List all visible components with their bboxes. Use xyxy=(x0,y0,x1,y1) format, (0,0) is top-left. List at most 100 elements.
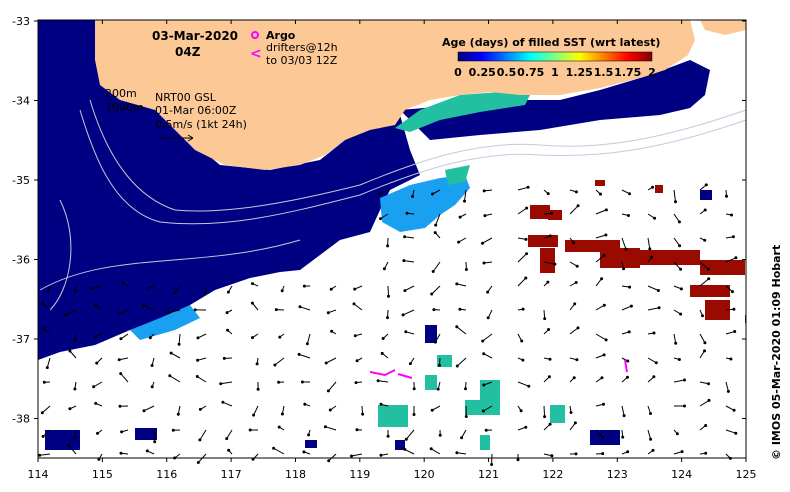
current-arrow xyxy=(595,278,602,287)
current-arrow-head xyxy=(330,329,334,333)
drifter-tracks xyxy=(369,359,628,379)
current-arrow-head xyxy=(411,195,414,198)
current-arrow xyxy=(42,327,51,335)
current-arrow xyxy=(351,453,363,457)
current-arrow-head xyxy=(226,290,230,294)
current-arrow-head xyxy=(704,451,708,455)
blue-blob xyxy=(425,325,437,343)
current-arrow-head xyxy=(574,452,578,456)
teal-blob xyxy=(378,405,408,427)
current-arrow-head xyxy=(573,302,577,306)
current-arrow-head xyxy=(177,342,181,346)
current-arrow-head xyxy=(379,453,383,457)
current-arrow-head xyxy=(628,192,631,196)
current-arrow-head xyxy=(68,349,72,353)
current-arrow-head xyxy=(117,358,121,362)
current-arrow xyxy=(378,380,389,383)
red-patch xyxy=(530,205,550,219)
current-arrow-head xyxy=(328,408,332,412)
contour-line xyxy=(49,199,72,311)
drifter-track xyxy=(397,373,413,379)
current-arrow xyxy=(595,234,607,239)
current-arrow-head xyxy=(604,338,608,342)
current-arrow xyxy=(430,448,441,455)
current-arrow xyxy=(456,326,467,335)
current-arrow-head xyxy=(121,281,125,285)
teal-blob xyxy=(425,375,437,390)
colorbar-tick-label: 0 xyxy=(454,66,462,79)
current-arrow-head xyxy=(386,434,390,438)
current-arrow xyxy=(699,399,710,407)
current-arrow-head xyxy=(543,317,547,321)
current-arrow-head xyxy=(521,358,525,362)
current-arrow-head xyxy=(703,208,707,212)
current-arrow-head xyxy=(153,440,157,444)
current-arrow-head xyxy=(729,357,733,361)
current-arrow-head xyxy=(732,307,736,311)
x-tick-label: 114 xyxy=(28,468,49,481)
x-tick-label: 116 xyxy=(156,468,177,481)
current-arrow-head xyxy=(300,380,304,384)
current-arrow-head xyxy=(222,356,226,360)
red-patch xyxy=(540,248,555,273)
current-arrow xyxy=(199,429,207,441)
current-arrow-head xyxy=(145,449,149,453)
sst-age-teal-patch xyxy=(445,165,470,185)
current-arrow xyxy=(328,381,337,392)
current-arrow-head xyxy=(117,311,121,315)
red-patch xyxy=(595,180,605,186)
current-arrow-head xyxy=(251,282,254,286)
current-arrow-head xyxy=(352,302,356,306)
current-arrow-head xyxy=(650,255,654,259)
current-arrow-head xyxy=(46,289,50,293)
sst-small-blue-blobs xyxy=(45,190,712,450)
current-arrow-head xyxy=(412,387,416,391)
current-arrow-head xyxy=(703,238,707,242)
colorbar-tick-label: 1.5 xyxy=(594,66,614,79)
current-arrow-head xyxy=(95,361,99,365)
current-arrow xyxy=(517,253,527,263)
current-arrow xyxy=(673,261,681,270)
current-arrow xyxy=(647,357,657,364)
y-tick-label: -35 xyxy=(12,174,30,187)
current-arrow-head xyxy=(481,409,485,413)
current-arrow-head xyxy=(731,235,735,239)
current-arrow-head xyxy=(94,335,98,338)
current-arrow-head xyxy=(573,421,577,425)
y-tick-label: -38 xyxy=(12,413,30,426)
current-arrow xyxy=(543,261,555,265)
current-arrow-head xyxy=(674,200,677,204)
current-arrow-head xyxy=(525,206,529,210)
current-arrow-head xyxy=(353,287,357,291)
current-arrow xyxy=(353,303,363,311)
current-arrow-head xyxy=(386,316,389,320)
current-arrow-head xyxy=(227,448,231,452)
current-arrow-head xyxy=(602,303,606,307)
current-arrow-head xyxy=(119,451,123,455)
current-arrow-head xyxy=(730,290,734,294)
current-arrow-head xyxy=(679,287,683,291)
current-arrow-head xyxy=(297,352,301,356)
teal-blob xyxy=(480,435,490,450)
x-tick-label: 119 xyxy=(349,468,370,481)
current-arrow-head xyxy=(41,326,45,330)
current-arrow-head xyxy=(203,292,207,295)
current-arrow-head xyxy=(707,277,711,281)
y-tick-label: -37 xyxy=(12,333,30,346)
current-arrow-head xyxy=(436,387,440,391)
current-arrow-head xyxy=(431,192,434,196)
current-arrow-head xyxy=(274,308,278,312)
current-arrow-head xyxy=(575,358,579,362)
current-arrow-head xyxy=(460,436,464,440)
map-frame xyxy=(37,19,747,459)
current-arrow-head xyxy=(403,289,407,293)
current-arrow xyxy=(434,333,441,343)
current-arrow-head xyxy=(41,434,45,438)
current-arrow-head xyxy=(250,301,254,305)
current-arrow-head xyxy=(481,339,485,343)
current-arrow-head xyxy=(516,458,520,462)
credit-label: © IMOS 05-Mar-2020 01:09 Hobart xyxy=(770,245,783,460)
current-arrow xyxy=(725,381,729,392)
current-arrow xyxy=(325,357,337,364)
current-arrow-head xyxy=(463,199,466,203)
